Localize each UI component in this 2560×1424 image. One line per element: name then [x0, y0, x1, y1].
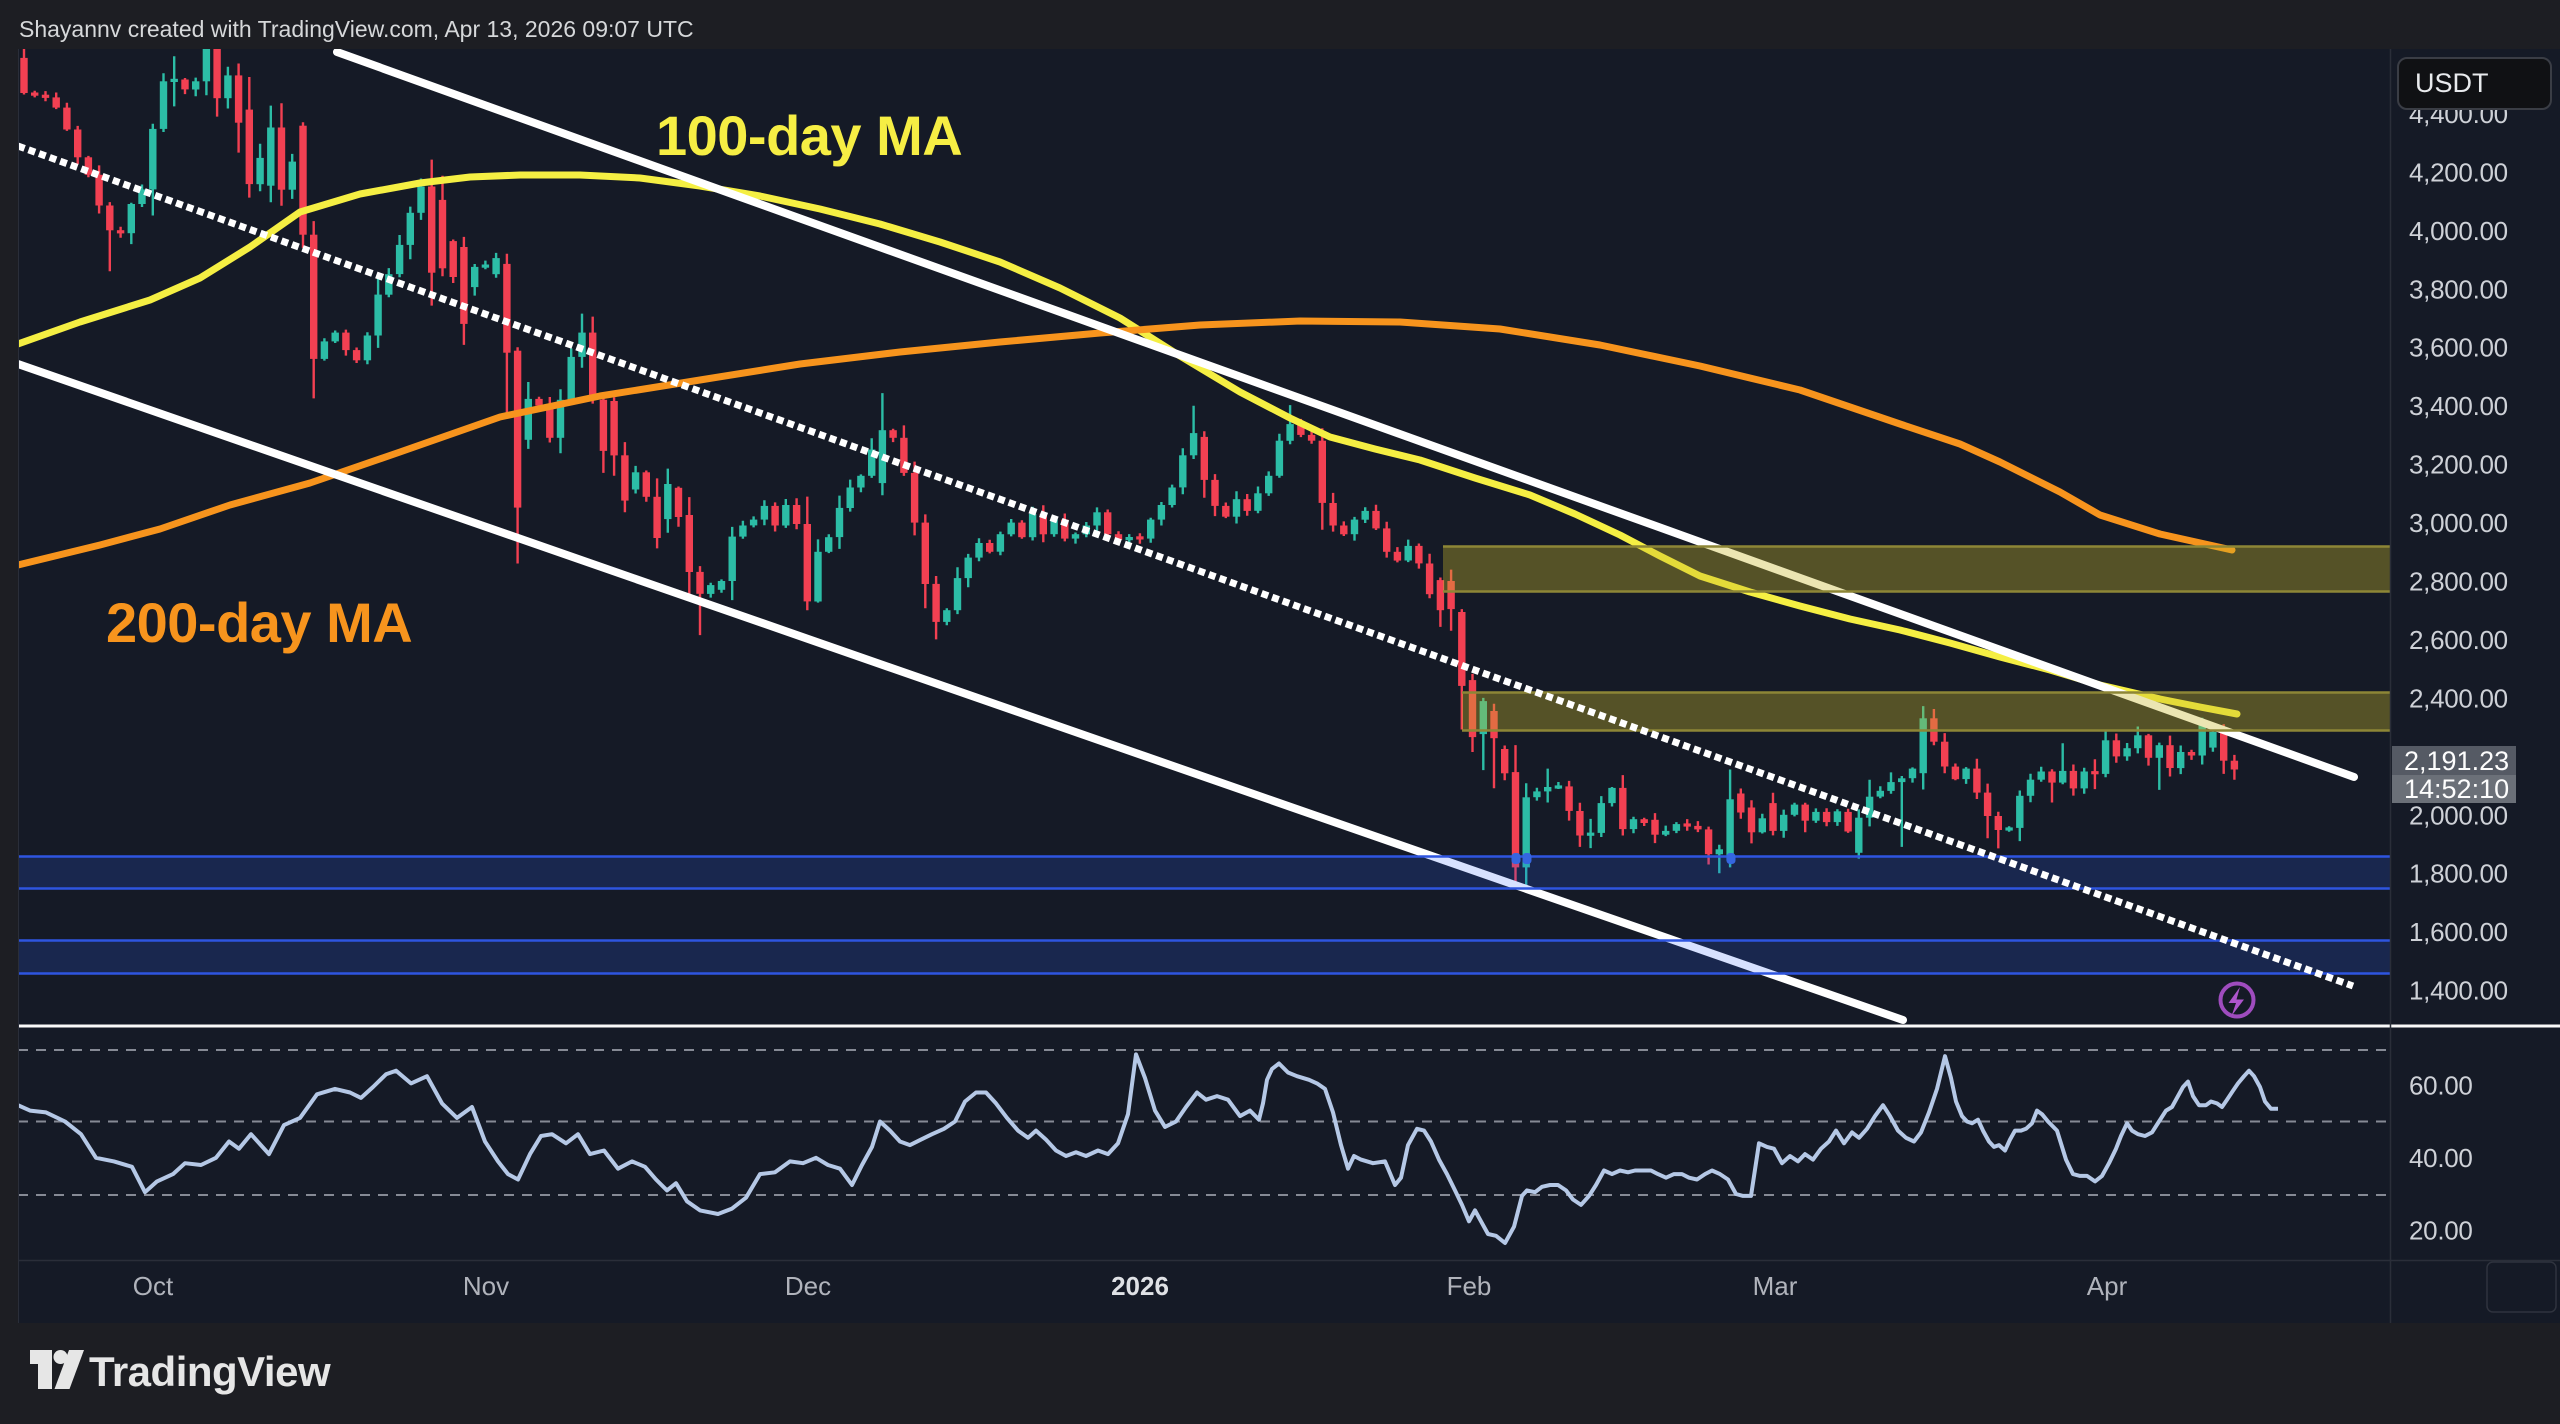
svg-text:2026: 2026 [1111, 1271, 1169, 1301]
svg-text:2,191.23: 2,191.23 [2404, 746, 2509, 776]
svg-text:Dec: Dec [785, 1271, 831, 1301]
svg-text:3,600.00: 3,600.00 [2409, 333, 2508, 363]
svg-text:Mar: Mar [1753, 1271, 1798, 1301]
svg-text:40.00: 40.00 [2409, 1143, 2473, 1173]
svg-text:3,000.00: 3,000.00 [2409, 508, 2508, 538]
svg-text:1,800.00: 1,800.00 [2409, 859, 2508, 889]
svg-text:Feb: Feb [1447, 1271, 1492, 1301]
svg-text:3,400.00: 3,400.00 [2409, 391, 2508, 421]
svg-text:100-day MA: 100-day MA [656, 104, 962, 167]
svg-text:Apr: Apr [2087, 1271, 2128, 1301]
svg-text:2,400.00: 2,400.00 [2409, 683, 2508, 713]
svg-text:3,800.00: 3,800.00 [2409, 274, 2508, 304]
svg-text:2,800.00: 2,800.00 [2409, 567, 2508, 597]
svg-text:14:52:10: 14:52:10 [2404, 774, 2509, 804]
svg-text:4,200.00: 4,200.00 [2409, 157, 2508, 187]
svg-text:Shayannv created with TradingV: Shayannv created with TradingView.com, A… [19, 16, 694, 42]
svg-text:Oct: Oct [133, 1271, 174, 1301]
svg-text:TradingView: TradingView [89, 1348, 331, 1395]
svg-text:4,000.00: 4,000.00 [2409, 216, 2508, 246]
svg-text:200-day MA: 200-day MA [106, 591, 412, 654]
svg-text:Nov: Nov [463, 1271, 509, 1301]
svg-text:1,400.00: 1,400.00 [2409, 976, 2508, 1006]
svg-text:2,000.00: 2,000.00 [2409, 800, 2508, 830]
svg-text:20.00: 20.00 [2409, 1216, 2473, 1246]
svg-text:3,200.00: 3,200.00 [2409, 450, 2508, 480]
svg-text:USDT: USDT [2415, 68, 2489, 98]
svg-text:1,600.00: 1,600.00 [2409, 917, 2508, 947]
svg-text:60.00: 60.00 [2409, 1071, 2473, 1101]
svg-text:2,600.00: 2,600.00 [2409, 625, 2508, 655]
